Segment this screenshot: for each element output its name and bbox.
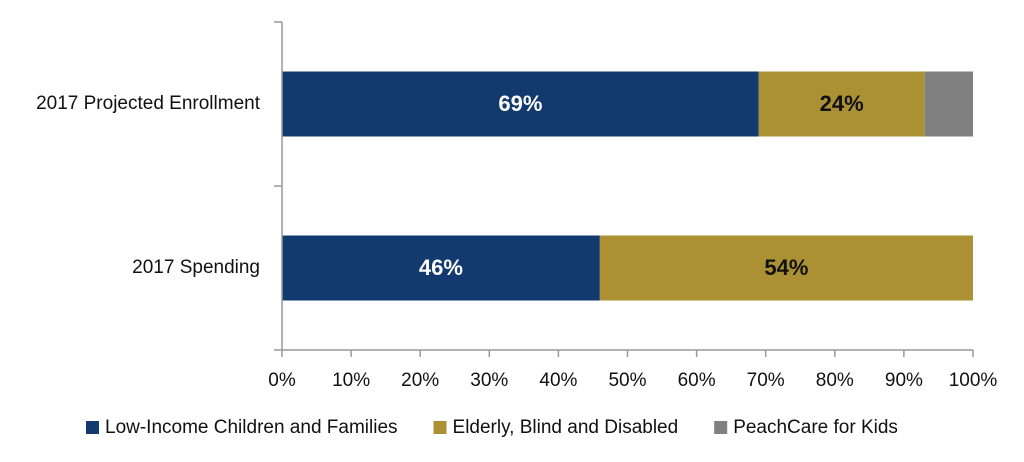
- legend-swatch: [433, 421, 447, 434]
- x-tick-label: 0%: [268, 370, 296, 391]
- x-tick-label: 80%: [816, 370, 854, 391]
- x-tick-label: 60%: [678, 370, 716, 391]
- x-tick-label: 20%: [401, 370, 439, 391]
- y-tick-label: 2017 Projected Enrollment: [36, 93, 261, 114]
- x-tick-label: 100%: [949, 370, 998, 391]
- legend-swatch: [714, 421, 728, 434]
- x-tick-label: 30%: [470, 370, 508, 391]
- x-tick-label: 90%: [885, 370, 923, 391]
- x-tick-label: 50%: [608, 370, 646, 391]
- bar-segment: [282, 71, 759, 137]
- legend-label: Elderly, Blind and Disabled: [453, 417, 679, 438]
- legend-swatch: [86, 421, 99, 434]
- bar-segment: [758, 71, 925, 137]
- bar-segment: [282, 235, 600, 301]
- x-tick-label: 10%: [332, 370, 370, 391]
- data-label: 54%: [764, 255, 808, 280]
- bar-segment: [599, 235, 973, 301]
- legend-label: PeachCare for Kids: [733, 417, 898, 438]
- x-tick-label: 40%: [539, 370, 577, 391]
- data-label: 24%: [820, 91, 864, 116]
- x-tick-label: 70%: [747, 370, 785, 391]
- bar-segment: [924, 71, 973, 137]
- y-tick-label: 2017 Spending: [132, 257, 260, 278]
- legend-label: Low-Income Children and Families: [105, 417, 398, 438]
- data-label: 46%: [419, 255, 463, 280]
- data-label: 69%: [498, 91, 542, 116]
